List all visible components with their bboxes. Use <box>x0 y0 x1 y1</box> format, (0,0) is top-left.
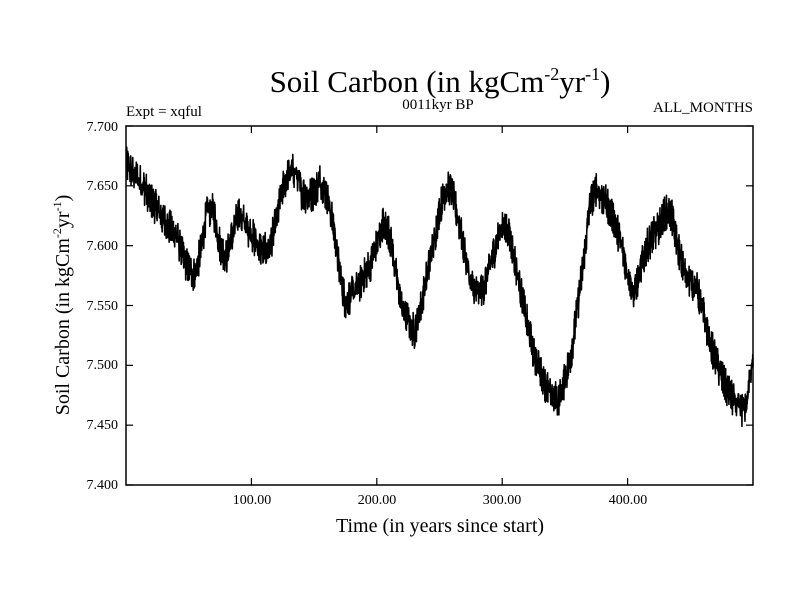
y-axis-label: Soil Carbon (in kgCm-2yr-1) <box>50 195 74 416</box>
y-tick-labels: 7.400 7.450 7.500 7.550 7.600 7.650 7.70… <box>87 120 119 493</box>
chart-title: Soil Carbon (in kgCm-2yr-1) <box>270 64 611 99</box>
subtitle-experiment: Expt = xqful <box>126 104 202 120</box>
subtitle-period: 0011kyr BP <box>402 97 474 113</box>
series-line <box>125 146 754 428</box>
y-tick-label: 7.550 <box>87 299 119 314</box>
y-tick-label: 7.500 <box>87 358 119 373</box>
y-tick-label: 7.650 <box>87 179 119 194</box>
x-tick-label: 300.00 <box>483 493 522 508</box>
plot-frame <box>125 125 754 486</box>
y-tick-label: 7.700 <box>87 120 119 135</box>
x-tick-label: 100.00 <box>233 493 272 508</box>
axis-ticks <box>126 125 753 486</box>
x-axis-label: Time (in years since start) <box>336 515 544 537</box>
y-tick-label: 7.450 <box>87 418 119 433</box>
x-tick-label: 400.00 <box>609 493 648 508</box>
x-tick-label: 200.00 <box>358 493 397 508</box>
y-tick-label: 7.600 <box>87 239 119 254</box>
subtitle-months: ALL_MONTHS <box>653 100 753 116</box>
y-tick-label: 7.400 <box>87 478 119 493</box>
data-layer <box>125 146 754 428</box>
x-tick-labels: 100.00 200.00 300.00 400.00 <box>233 493 648 508</box>
